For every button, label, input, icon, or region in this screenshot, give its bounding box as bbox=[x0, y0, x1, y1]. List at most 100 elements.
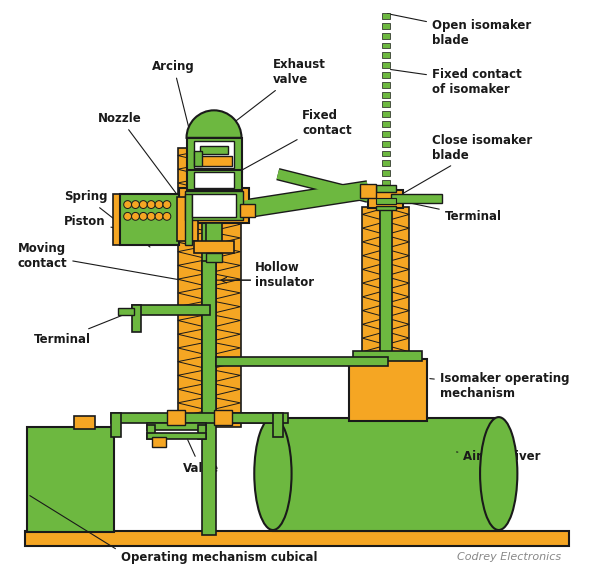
Bar bbox=[113, 194, 121, 245]
Bar bbox=[376, 206, 395, 210]
Polygon shape bbox=[392, 265, 409, 275]
Polygon shape bbox=[392, 223, 409, 233]
Polygon shape bbox=[362, 265, 380, 275]
Bar bbox=[185, 191, 244, 220]
Bar bbox=[131, 305, 142, 332]
Polygon shape bbox=[392, 320, 409, 329]
Bar bbox=[206, 223, 222, 248]
Bar bbox=[202, 261, 216, 535]
Text: Hollow
insulator: Hollow insulator bbox=[255, 261, 314, 289]
Polygon shape bbox=[216, 398, 241, 409]
Bar bbox=[194, 141, 233, 168]
Bar bbox=[185, 194, 193, 245]
Bar bbox=[382, 112, 390, 117]
Polygon shape bbox=[392, 292, 409, 302]
Bar bbox=[194, 172, 233, 188]
Bar bbox=[382, 180, 390, 186]
Circle shape bbox=[139, 213, 147, 220]
Polygon shape bbox=[362, 278, 380, 288]
Bar bbox=[382, 160, 390, 166]
Bar bbox=[382, 170, 390, 176]
Polygon shape bbox=[362, 333, 380, 343]
Bar bbox=[239, 203, 255, 217]
Circle shape bbox=[155, 201, 163, 209]
Bar bbox=[131, 305, 210, 314]
Text: Open isomaker
blade: Open isomaker blade bbox=[388, 14, 531, 47]
Polygon shape bbox=[362, 237, 380, 247]
Polygon shape bbox=[216, 247, 241, 258]
Polygon shape bbox=[178, 316, 202, 327]
Text: Fixed contact
of isomaker: Fixed contact of isomaker bbox=[391, 68, 522, 96]
Polygon shape bbox=[362, 251, 380, 261]
Bar bbox=[353, 351, 422, 361]
Bar bbox=[368, 190, 403, 208]
Bar bbox=[382, 121, 390, 127]
Bar bbox=[360, 184, 376, 198]
Polygon shape bbox=[362, 223, 380, 233]
Bar bbox=[380, 206, 392, 359]
Text: Terminal: Terminal bbox=[406, 202, 502, 223]
Polygon shape bbox=[392, 333, 409, 343]
Polygon shape bbox=[362, 347, 380, 357]
Bar bbox=[382, 82, 390, 88]
Bar bbox=[362, 206, 409, 359]
Polygon shape bbox=[216, 329, 241, 340]
Polygon shape bbox=[216, 178, 241, 189]
Bar bbox=[382, 151, 390, 157]
Bar bbox=[147, 425, 155, 439]
Polygon shape bbox=[362, 292, 380, 302]
Text: Fixed
contact: Fixed contact bbox=[226, 109, 352, 179]
Bar bbox=[376, 185, 395, 192]
Text: Spring: Spring bbox=[64, 190, 150, 247]
Polygon shape bbox=[216, 343, 241, 354]
Polygon shape bbox=[178, 206, 202, 216]
Text: Air receiver: Air receiver bbox=[457, 450, 541, 464]
Polygon shape bbox=[178, 247, 202, 258]
Circle shape bbox=[155, 213, 163, 220]
Polygon shape bbox=[216, 412, 241, 423]
Bar bbox=[200, 146, 228, 154]
Polygon shape bbox=[392, 278, 409, 288]
Polygon shape bbox=[216, 206, 241, 216]
Bar bbox=[167, 410, 185, 425]
Bar bbox=[194, 151, 202, 166]
Bar bbox=[28, 427, 114, 532]
Wedge shape bbox=[187, 110, 242, 138]
Polygon shape bbox=[178, 261, 202, 271]
Polygon shape bbox=[216, 384, 241, 395]
Text: Valve: Valve bbox=[183, 462, 220, 475]
Bar bbox=[111, 413, 121, 437]
Bar bbox=[147, 434, 206, 439]
Ellipse shape bbox=[254, 417, 292, 530]
Text: Piston: Piston bbox=[64, 215, 191, 245]
Text: Isomaker operating
mechanism: Isomaker operating mechanism bbox=[430, 372, 569, 400]
Polygon shape bbox=[216, 357, 241, 368]
Polygon shape bbox=[216, 192, 241, 203]
Bar bbox=[193, 194, 236, 217]
Polygon shape bbox=[216, 261, 241, 271]
Bar bbox=[382, 33, 390, 39]
Polygon shape bbox=[216, 164, 241, 175]
Circle shape bbox=[131, 201, 139, 209]
Polygon shape bbox=[392, 306, 409, 316]
Polygon shape bbox=[216, 370, 241, 381]
Polygon shape bbox=[178, 192, 202, 203]
Bar bbox=[214, 410, 232, 425]
Polygon shape bbox=[178, 219, 202, 230]
Polygon shape bbox=[362, 320, 380, 329]
Bar bbox=[194, 241, 233, 253]
Polygon shape bbox=[216, 233, 241, 244]
Bar bbox=[25, 531, 569, 546]
Polygon shape bbox=[178, 151, 202, 161]
Circle shape bbox=[163, 213, 171, 220]
Polygon shape bbox=[216, 288, 241, 299]
Bar bbox=[178, 147, 241, 427]
Polygon shape bbox=[216, 316, 241, 327]
Bar bbox=[196, 157, 232, 166]
Bar bbox=[273, 418, 499, 531]
Bar bbox=[216, 357, 388, 365]
Text: Close isomaker
blade: Close isomaker blade bbox=[398, 134, 532, 197]
Polygon shape bbox=[178, 178, 202, 189]
Polygon shape bbox=[362, 209, 380, 219]
Polygon shape bbox=[178, 164, 202, 175]
